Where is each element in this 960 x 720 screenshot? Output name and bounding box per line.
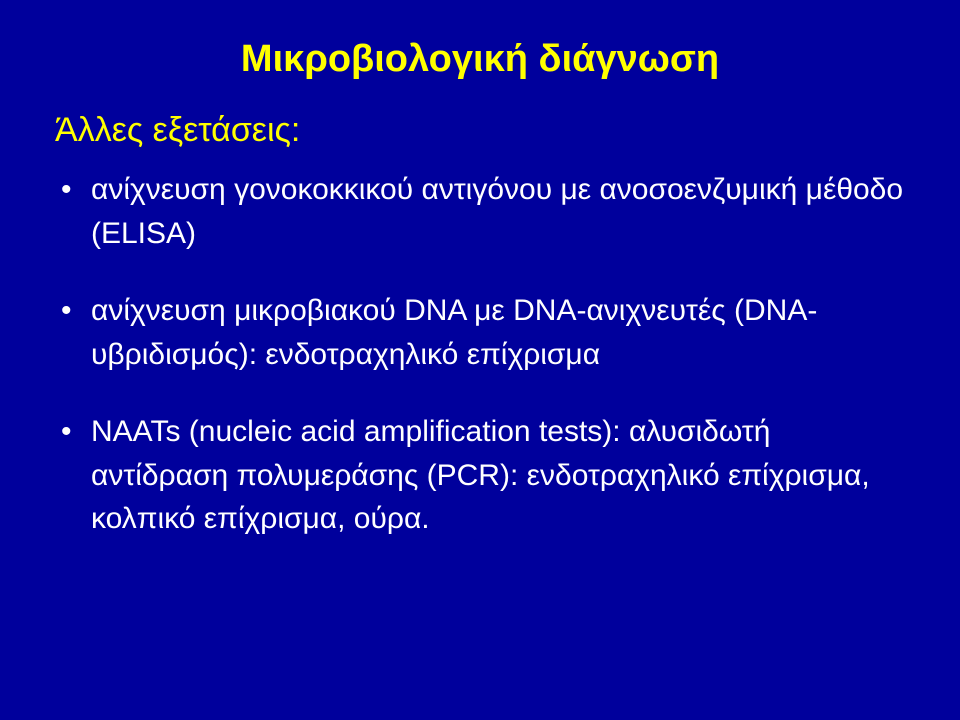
list-item: ανίχνευση μικροβιακού DNA με DNA-ανιχνευ… <box>55 289 905 376</box>
slide-title: Μικροβιολογική διάγνωση <box>55 38 905 81</box>
slide: Μικροβιολογική διάγνωση Άλλες εξετάσεις:… <box>0 0 960 720</box>
list-item: ανίχνευση γονοκοκκικού αντιγόνου με ανοσ… <box>55 168 905 255</box>
list-item: NAATs (nucleic acid amplification tests)… <box>55 410 905 541</box>
bullet-list: ανίχνευση γονοκοκκικού αντιγόνου με ανοσ… <box>55 168 905 541</box>
slide-subheading: Άλλες εξετάσεις: <box>55 111 905 150</box>
